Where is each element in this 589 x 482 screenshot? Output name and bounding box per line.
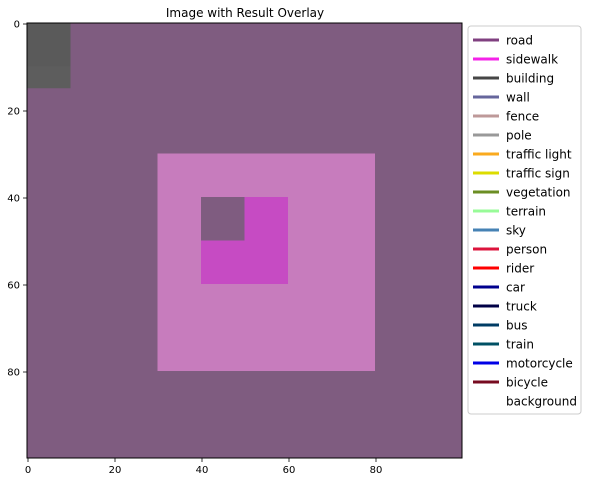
x-tick-label: 20 — [109, 465, 122, 476]
y-tick-label: 60 — [7, 281, 20, 292]
y-tick-label: 80 — [7, 368, 20, 379]
legend-label: bus — [506, 319, 527, 333]
region-building-0 — [27, 23, 71, 67]
legend-label: building — [506, 72, 554, 86]
legend-label: sidewalk — [506, 53, 558, 67]
y-tick-label: 20 — [7, 107, 20, 118]
legend-label: truck — [506, 300, 537, 314]
legend-label: background — [506, 395, 577, 409]
legend-label: traffic light — [506, 148, 572, 162]
legend-label: bicycle — [506, 376, 548, 390]
legend-label: train — [506, 338, 534, 352]
legend-label: terrain — [506, 205, 546, 219]
x-tick-label: 0 — [25, 465, 31, 476]
plot-frame — [26, 22, 463, 459]
region-road-4 — [201, 197, 245, 241]
y-tick-label: 0 — [14, 20, 20, 31]
x-tick-label: 40 — [196, 465, 209, 476]
legend-label: rider — [506, 262, 534, 276]
legend-label: sky — [506, 224, 526, 238]
legend-label: traffic sign — [506, 167, 570, 181]
legend-label: pole — [506, 129, 532, 143]
x-tick-label: 60 — [283, 465, 296, 476]
legend-label: wall — [506, 91, 530, 105]
axis-ticks: 0 20 40 60 80 0 20 40 60 80 — [7, 20, 382, 477]
chart-title: Image with Result Overlay — [166, 6, 324, 20]
legend-label: fence — [506, 110, 539, 124]
legend: road sidewalk building wall fence pole traffic… — [467, 25, 582, 415]
legend-label: person — [506, 243, 547, 257]
legend-label: motorcycle — [506, 357, 573, 371]
plot-area — [26, 22, 463, 459]
x-tick-label: 80 — [370, 465, 383, 476]
legend-label: car — [506, 281, 525, 295]
region-building-1 — [27, 66, 71, 89]
y-tick-label: 40 — [7, 194, 20, 205]
legend-label: road — [506, 34, 533, 48]
legend-label: vegetation — [506, 186, 571, 200]
legend-box — [467, 25, 582, 415]
